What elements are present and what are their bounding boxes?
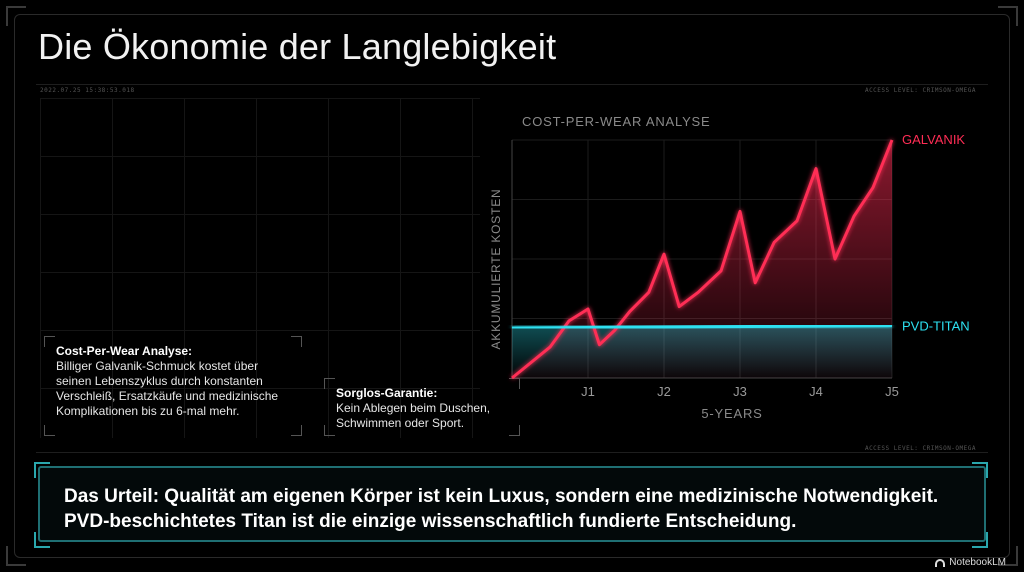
cost-per-wear-box: Cost-Per-Wear Analyse: Billiger Galvanik… <box>44 336 302 436</box>
series-label-pvd-titan: PVD-TITAN <box>902 319 970 334</box>
hud-divider-top <box>36 84 988 85</box>
guarantee-body: Kein Ablegen beim Duschen, Schwimmen ode… <box>336 401 491 430</box>
brand-label: NotebookLM <box>949 557 1006 568</box>
brand-watermark: NotebookLM <box>935 557 1006 568</box>
y-axis-label: AKKUMULIERTE KOSTEN <box>489 188 503 349</box>
verdict-corner <box>972 462 988 478</box>
verdict-box: Das Urteil: Qualität am eigenen Körper i… <box>38 466 986 542</box>
series-area-galvanik <box>512 140 892 378</box>
verdict-line-1: Das Urteil: Qualität am eigenen Körper i… <box>64 486 939 507</box>
background-grid <box>40 98 480 438</box>
verdict-corner <box>34 532 50 548</box>
slide-frame <box>14 14 1010 558</box>
verdict-corner <box>34 462 50 478</box>
guarantee-heading: Sorglos-Garantie: <box>336 386 438 400</box>
verdict-corner <box>972 532 988 548</box>
hud-timestamp: 2022.07.25 15:38:53.018 <box>40 87 135 94</box>
series-area-pvd-titan <box>512 325 892 378</box>
cost-per-wear-chart: GALVANIK PVD-TITAN J1 J2 J3 J4 J5 COST-PER-WEAR… <box>489 114 970 421</box>
x-tick-label: J4 <box>809 384 823 399</box>
cost-per-wear-body: Billiger Galvanik-Schmuck kostet über se… <box>56 359 279 418</box>
series-label-galvanik: GALVANIK <box>902 132 965 147</box>
hud-divider-bottom <box>36 452 988 453</box>
x-tick-label: J2 <box>657 384 671 399</box>
hud-access-bottom: ACCESS LEVEL: CRIMSON-OMEGA <box>864 445 976 452</box>
frame-corner <box>6 6 26 26</box>
page-title: Die Ökonomie der Langlebigkeit <box>38 26 557 67</box>
x-tick-label: J1 <box>581 384 595 399</box>
x-axis-label: 5-YEARS <box>701 406 762 421</box>
frame-corner <box>6 546 26 566</box>
chart-title: COST-PER-WEAR ANALYSE <box>522 114 711 129</box>
x-tick-label: J3 <box>733 384 747 399</box>
verdict-line-2: PVD-beschichtetes Titan ist die einzige … <box>64 511 797 532</box>
hud-access-top: ACCESS LEVEL: CRIMSON-OMEGA <box>864 87 976 94</box>
frame-corner <box>998 546 1018 566</box>
series-line-pvd-titan <box>511 324 893 330</box>
cost-per-wear-heading: Cost-Per-Wear Analyse: <box>56 344 193 358</box>
x-tick-label: J5 <box>885 384 899 399</box>
guarantee-box: Sorglos-Garantie: Kein Ablegen beim Dusc… <box>324 378 520 436</box>
frame-corner <box>998 6 1018 26</box>
notebooklm-icon <box>935 558 946 567</box>
series-line-galvanik <box>511 139 894 380</box>
